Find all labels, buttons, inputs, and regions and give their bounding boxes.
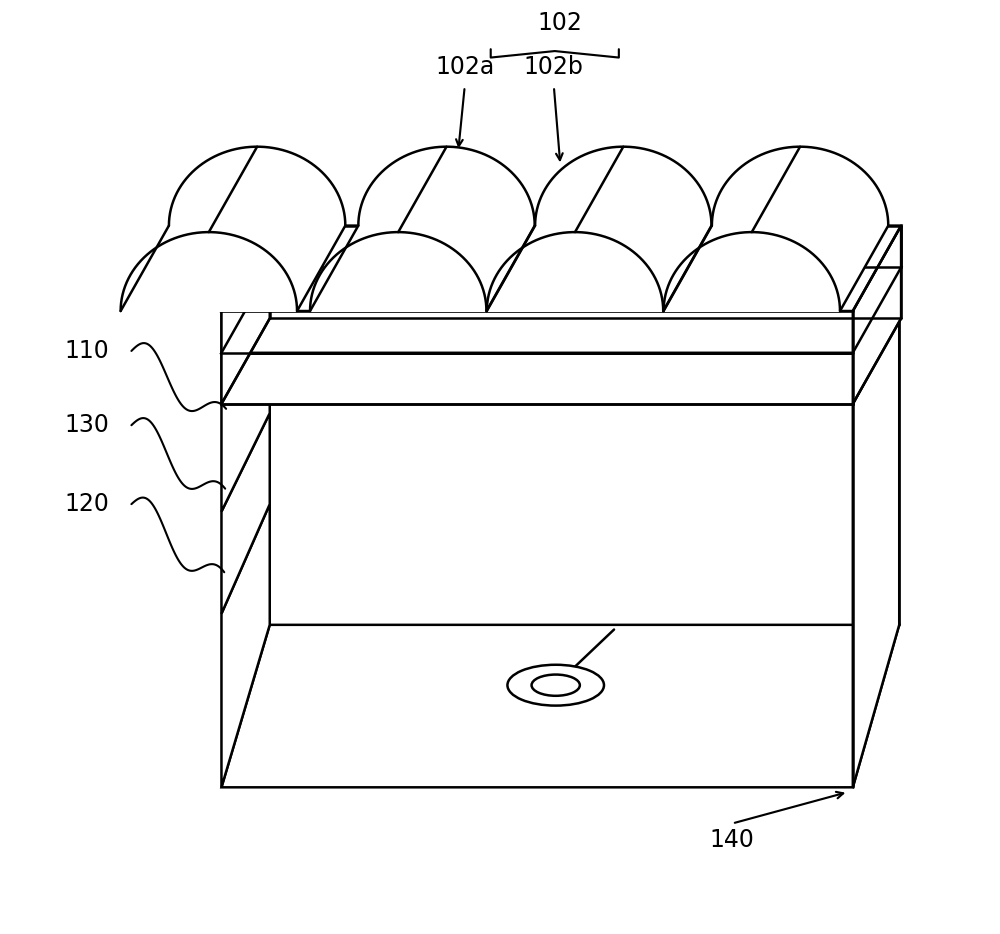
Polygon shape <box>121 233 297 311</box>
Polygon shape <box>221 353 853 403</box>
Polygon shape <box>221 267 901 353</box>
Polygon shape <box>664 233 840 311</box>
Text: 140: 140 <box>710 828 755 852</box>
Polygon shape <box>221 226 901 311</box>
Polygon shape <box>310 147 535 311</box>
Text: 102: 102 <box>538 11 583 35</box>
Polygon shape <box>487 147 711 311</box>
Polygon shape <box>169 147 345 226</box>
Polygon shape <box>853 226 901 403</box>
Polygon shape <box>221 318 270 512</box>
Polygon shape <box>221 413 270 614</box>
Polygon shape <box>221 226 270 403</box>
Polygon shape <box>664 147 888 311</box>
Polygon shape <box>221 625 899 787</box>
Polygon shape <box>310 233 486 311</box>
Text: 102a: 102a <box>435 55 494 78</box>
Text: 130: 130 <box>64 413 109 437</box>
Ellipse shape <box>507 665 604 705</box>
Polygon shape <box>535 147 711 226</box>
Polygon shape <box>487 233 663 311</box>
Text: 102b: 102b <box>524 55 584 78</box>
Polygon shape <box>221 311 853 353</box>
Polygon shape <box>221 504 270 787</box>
Polygon shape <box>358 147 535 226</box>
Polygon shape <box>853 318 899 787</box>
Text: 110: 110 <box>64 339 109 363</box>
Ellipse shape <box>532 674 580 696</box>
Polygon shape <box>121 147 345 311</box>
Polygon shape <box>270 226 901 267</box>
Polygon shape <box>712 147 888 226</box>
Text: 120: 120 <box>64 492 109 517</box>
